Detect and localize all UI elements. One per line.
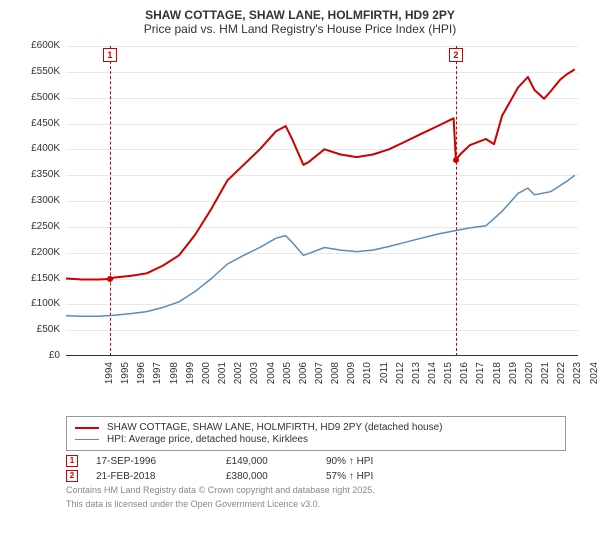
x-axis-label: 2009: [346, 362, 357, 402]
sale-row-price: £149,000: [226, 456, 326, 467]
sale-row-date: 17-SEP-1996: [96, 456, 226, 467]
sale-row-pct: 57% ↑ HPI: [326, 471, 446, 482]
footer-copyright: Contains HM Land Registry data © Crown c…: [66, 485, 588, 496]
x-axis-label: 2016: [459, 362, 470, 402]
sale-row-price: £380,000: [226, 471, 326, 482]
chart-title-line2: Price paid vs. HM Land Registry's House …: [12, 22, 588, 36]
x-axis-label: 2001: [217, 362, 228, 402]
legend-box: SHAW COTTAGE, SHAW LANE, HOLMFIRTH, HD9 …: [66, 416, 566, 451]
x-axis-label: 2000: [201, 362, 212, 402]
legend-row-hpi: HPI: Average price, detached house, Kirk…: [75, 434, 557, 445]
legend-swatch-subject: [75, 427, 99, 429]
legend-label-subject: SHAW COTTAGE, SHAW LANE, HOLMFIRTH, HD9 …: [107, 422, 442, 433]
x-axis-label: 2014: [427, 362, 438, 402]
x-axis-label: 2004: [266, 362, 277, 402]
x-axis-label: 2024: [589, 362, 600, 402]
footer-licence: This data is licensed under the Open Gov…: [66, 499, 588, 510]
sale-row-pct: 90% ↑ HPI: [326, 456, 446, 467]
x-axis-label: 2022: [556, 362, 567, 402]
series-line-hpi: [66, 175, 575, 316]
legend-swatch-hpi: [75, 439, 99, 441]
x-axis-label: 2002: [233, 362, 244, 402]
x-axis-label: 2023: [572, 362, 583, 402]
x-axis-label: 1996: [136, 362, 147, 402]
chart-title-line1: SHAW COTTAGE, SHAW LANE, HOLMFIRTH, HD9 …: [12, 8, 588, 22]
chart-title-block: SHAW COTTAGE, SHAW LANE, HOLMFIRTH, HD9 …: [12, 8, 588, 36]
x-axis-label: 2010: [362, 362, 373, 402]
sale-row: 2 21-FEB-2018£380,00057% ↑ HPI: [66, 470, 566, 482]
x-axis-label: 2003: [249, 362, 260, 402]
chart-area: £0£50K£100K£150K£200K£250K£300K£350K£400…: [12, 42, 588, 412]
x-axis-label: 2019: [508, 362, 519, 402]
sale-row: 1 17-SEP-1996£149,00090% ↑ HPI: [66, 455, 566, 467]
sale-row-marker: 2: [66, 470, 78, 482]
x-axis-label: 1999: [185, 362, 196, 402]
x-axis-label: 2020: [524, 362, 535, 402]
x-axis-label: 2015: [443, 362, 454, 402]
x-axis-label: 2006: [298, 362, 309, 402]
legend-label-hpi: HPI: Average price, detached house, Kirk…: [107, 434, 308, 445]
x-axis-label: 2018: [492, 362, 503, 402]
x-axis-label: 1998: [169, 362, 180, 402]
x-axis-label: 2011: [379, 362, 390, 402]
x-axis-label: 2013: [411, 362, 422, 402]
series-svg: [12, 42, 578, 358]
x-axis-label: 1995: [120, 362, 131, 402]
x-axis-label: 1997: [152, 362, 163, 402]
x-axis-label: 2005: [282, 362, 293, 402]
x-axis-label: 2007: [314, 362, 325, 402]
x-axis-label: 1994: [104, 362, 115, 402]
x-axis-label: 2017: [475, 362, 486, 402]
sales-table: 1 17-SEP-1996£149,00090% ↑ HPI 2 21-FEB-201…: [66, 455, 566, 482]
legend-row-subject: SHAW COTTAGE, SHAW LANE, HOLMFIRTH, HD9 …: [75, 422, 557, 433]
x-axis-label: 2008: [330, 362, 341, 402]
sale-row-date: 21-FEB-2018: [96, 471, 226, 482]
x-axis-label: 2012: [395, 362, 406, 402]
series-line-subject: [66, 69, 575, 279]
x-axis-label: 2021: [540, 362, 551, 402]
sale-row-marker: 1: [66, 455, 78, 467]
